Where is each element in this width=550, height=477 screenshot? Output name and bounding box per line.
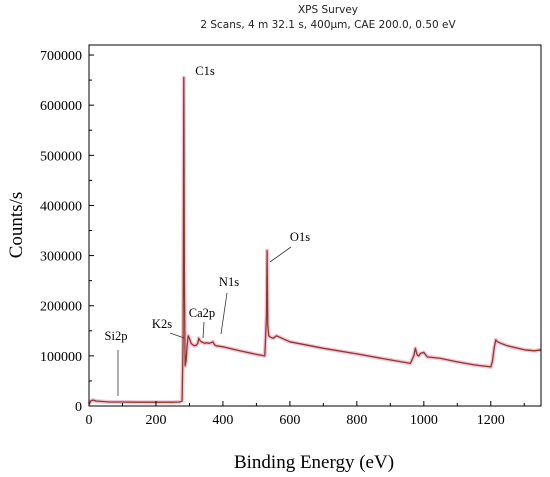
plot-frame (88, 44, 542, 407)
y-tick-label: 700000 (40, 49, 82, 64)
peak-leader-ca2p (202, 321, 205, 339)
x-tick-label: 600 (279, 413, 300, 428)
y-tick-label: 400000 (40, 199, 82, 214)
y-tick-label: 600000 (40, 99, 82, 114)
peak-label-k2s: K2s (152, 317, 172, 331)
x-tick-label: 200 (145, 413, 166, 428)
peak-label-n1s: N1s (219, 275, 239, 289)
axis-ticks: 0 200 400 600 800 1000 1200 0 100000 200000 300000… (40, 49, 525, 428)
peak-label-c1s: C1s (195, 64, 215, 78)
peak-label-si2p: Si2p (105, 329, 128, 343)
spectrum-glow (87, 75, 542, 406)
peak-label-o1s: O1s (290, 230, 310, 244)
x-tick-label: 800 (346, 413, 367, 428)
y-tick-label: 0 (75, 400, 82, 415)
spectrum-line (88, 76, 542, 405)
chart-title: XPS Survey (298, 4, 358, 16)
peak-leader-o1s (269, 246, 292, 263)
peak-leader-n1s (220, 292, 228, 335)
plot-area (87, 75, 542, 406)
chart-subtitle: 2 Scans, 4 m 32.1 s, 400μm, CAE 200.0, 0… (200, 19, 456, 31)
peak-leader-k2s (169, 332, 185, 339)
y-tick-label: 100000 (40, 350, 82, 365)
y-tick-label: 200000 (40, 300, 82, 315)
y-tick-label: 300000 (40, 250, 82, 265)
peak-annotations: C1s O1s N1s Ca2p K2s Si2p (105, 64, 310, 396)
x-axis-label: Binding Energy (eV) (234, 452, 394, 473)
x-tick-label: 400 (212, 413, 233, 428)
x-tick-label: 1000 (410, 413, 438, 428)
y-tick-label: 500000 (40, 149, 82, 164)
x-tick-label: 1200 (477, 413, 505, 428)
x-tick-label: 0 (86, 413, 93, 428)
peak-label-ca2p: Ca2p (189, 306, 215, 320)
y-axis-label: Counts/s (6, 192, 27, 259)
